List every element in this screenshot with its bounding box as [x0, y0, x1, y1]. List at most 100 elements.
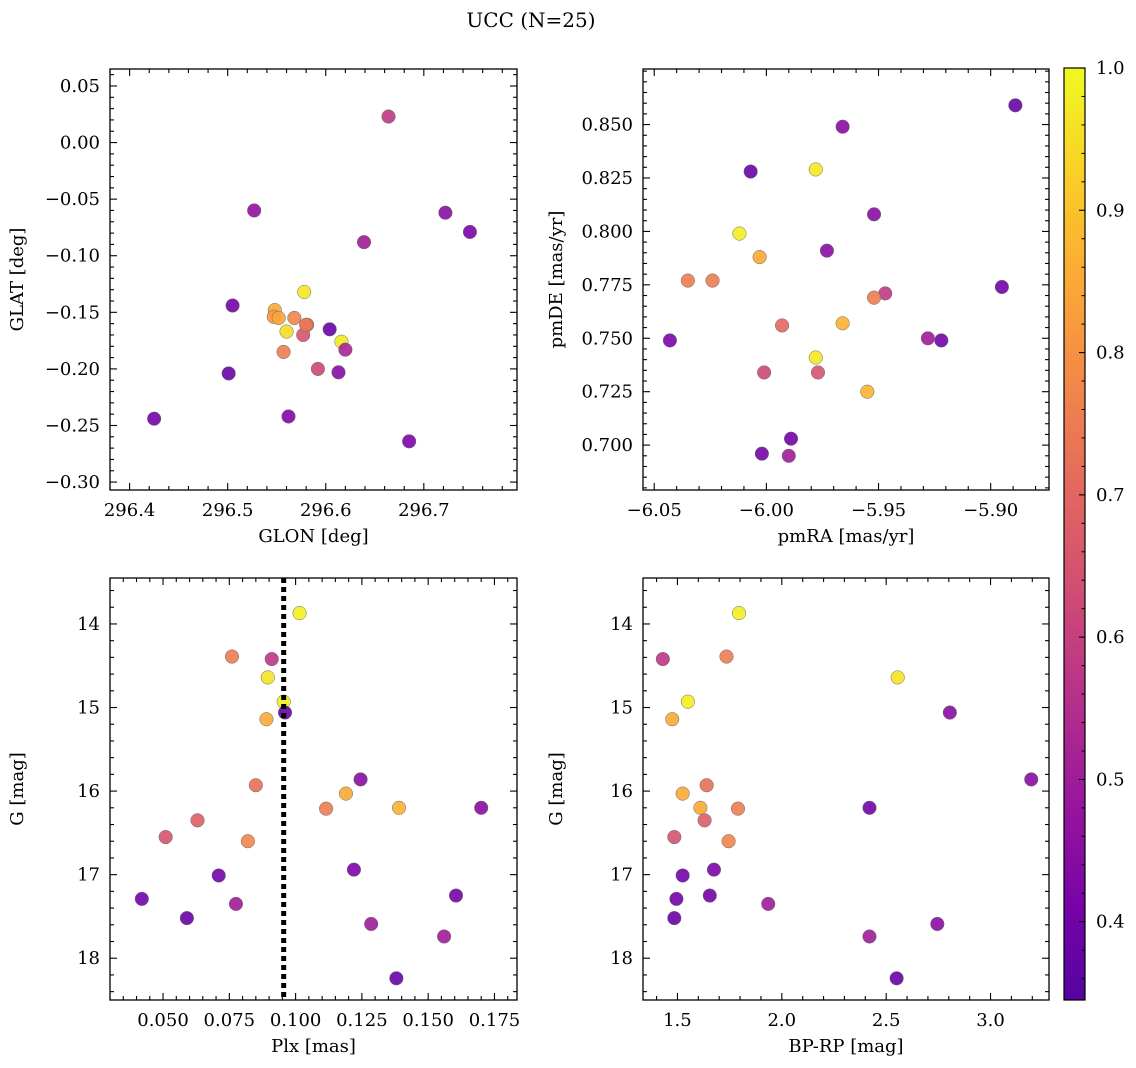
data-point: [920, 331, 935, 346]
data-point: [346, 862, 361, 877]
scatter-panel-3: 0.050 0.075 0.100 0.125 0.150 0.175 14 15 16 17 18…: [7, 577, 520, 1057]
y-tick-label: −0.10: [45, 246, 100, 267]
y-tick-label: 17: [77, 865, 100, 886]
data-point: [224, 649, 240, 664]
data-point: [389, 971, 404, 986]
y-tick-label: 0.700: [581, 435, 633, 456]
data-point: [994, 279, 1009, 295]
y-tick-label: −0.25: [45, 415, 100, 436]
y-tick-label: 14: [610, 614, 633, 635]
data-point: [781, 448, 796, 463]
y-axis-label: G [mag]: [7, 752, 28, 825]
x-tick-label: 296.6: [300, 500, 352, 521]
data-point: [279, 324, 294, 339]
data-point: [364, 916, 379, 932]
data-point: [474, 800, 489, 815]
data-point: [699, 778, 714, 793]
x-axis-label: pmRA [mas/yr]: [778, 526, 915, 547]
data-point: [819, 243, 834, 258]
data-point: [808, 350, 823, 365]
data-point: [225, 298, 240, 313]
data-point: [211, 868, 226, 883]
x-tick-label: −5.95: [851, 500, 906, 521]
data-point: [437, 929, 452, 944]
x-tick-label: 296.7: [398, 500, 450, 521]
y-tick-label: 16: [77, 781, 100, 802]
x-tick-label: 0.050: [137, 1010, 189, 1031]
data-point: [287, 310, 302, 326]
data-point: [675, 868, 690, 883]
data-point: [757, 365, 772, 380]
plot-frame: [109, 577, 518, 1001]
data-point: [391, 800, 407, 815]
x-axis-label: GLON [deg]: [258, 526, 368, 547]
x-tick-label: −5.90: [963, 500, 1018, 521]
data-point: [240, 834, 255, 849]
y-tick-label: 0.825: [581, 168, 633, 189]
colorbar-tick-label: 0.6: [1096, 627, 1125, 648]
data-point: [835, 119, 850, 134]
x-tick-label: 0.125: [336, 1010, 388, 1031]
x-axis-label: BP-RP [mag]: [788, 1036, 903, 1057]
scatter-panel-2: −6.05 −6.00 −5.95 −5.90 0.700 0.725 0.750 0.775…: [546, 68, 1050, 547]
y-tick-label: 0.850: [581, 115, 633, 136]
data-point: [299, 317, 314, 332]
x-tick-label: 2.5: [872, 1010, 901, 1031]
y-tick-label: 14: [77, 614, 100, 635]
data-point: [702, 888, 717, 903]
data-point: [680, 694, 695, 709]
axis-ticks: [643, 69, 1049, 490]
y-tick-label: 0.725: [581, 382, 633, 403]
data-point: [179, 911, 194, 926]
data-point: [743, 164, 758, 179]
data-point: [890, 670, 905, 685]
data-point: [665, 712, 680, 727]
data-point: [228, 896, 243, 911]
y-tick-label: 0.750: [581, 328, 633, 349]
data-point: [862, 929, 877, 944]
data-point: [353, 772, 368, 787]
y-tick-label: 16: [610, 781, 633, 802]
figure-title: UCC (N=25): [466, 8, 595, 32]
x-tick-label: −6.00: [739, 500, 794, 521]
data-point: [775, 318, 790, 333]
plot-frame: [642, 68, 1050, 491]
y-tick-label: 15: [77, 698, 100, 719]
x-tick-label: −6.05: [627, 500, 682, 521]
data-point: [292, 606, 307, 621]
y-axis-label: pmDE [mas/yr]: [546, 211, 567, 349]
colorbar: 0.4 0.5 0.6 0.7 0.8 0.9 1.0: [1063, 58, 1125, 1001]
data-point: [866, 207, 882, 222]
data-point: [930, 916, 945, 932]
y-tick-label: −0.20: [45, 359, 100, 380]
x-tick-label: 296.5: [202, 500, 254, 521]
scatter-points: [655, 606, 1039, 986]
data-point: [276, 344, 291, 359]
data-point: [655, 652, 670, 667]
data-point: [322, 322, 337, 337]
data-point: [808, 162, 823, 177]
colorbar-tick-label: 0.8: [1096, 343, 1125, 364]
y-tick-label: 0.00: [60, 133, 100, 154]
data-point: [271, 310, 286, 326]
plot-frame: [642, 577, 1050, 1001]
data-point: [680, 273, 695, 288]
data-point: [719, 649, 734, 664]
data-point: [190, 813, 205, 828]
x-tick-label: 0.150: [402, 1010, 454, 1031]
colorbar-tick-label: 0.5: [1096, 769, 1125, 790]
data-point: [889, 971, 904, 986]
data-point: [693, 800, 708, 815]
data-point: [310, 361, 325, 376]
data-point: [356, 235, 372, 250]
data-point: [697, 813, 712, 828]
axis-ticks: [109, 69, 517, 490]
data-point: [862, 800, 877, 815]
scatter-points: [662, 98, 1023, 463]
data-point: [721, 834, 736, 849]
data-point: [381, 109, 396, 124]
data-point: [866, 290, 882, 305]
axis-ticks: [643, 578, 1049, 1000]
data-point: [438, 205, 453, 220]
data-point: [754, 446, 769, 461]
